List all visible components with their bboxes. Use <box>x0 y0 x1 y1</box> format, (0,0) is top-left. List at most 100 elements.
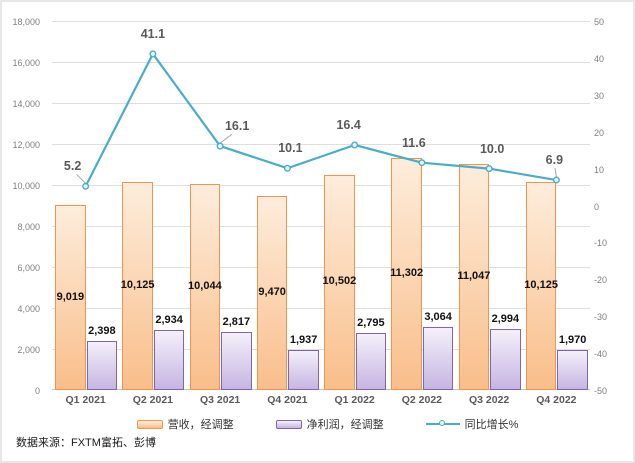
right-axis-tick-label: 0 <box>594 201 600 212</box>
revenue-legend-swatch-icon <box>136 419 163 429</box>
plot-area: 9,019 10,125 10,044 9,470 10,502 11,302 11,047… <box>52 21 590 390</box>
revenue-value-label: 10,502 <box>322 275 357 288</box>
right-axis-tick-label: -20 <box>594 275 608 286</box>
revenue-bar <box>122 182 153 390</box>
left-axis-tick-label: 10,000 <box>12 181 40 191</box>
revenue-bar <box>324 174 355 390</box>
legend-label-net-profit: 净利润，经调整 <box>306 419 384 431</box>
net-profit-value-label: 1,970 <box>558 333 587 346</box>
net-profit-bar <box>288 350 319 390</box>
net-profit-legend-swatch-icon <box>275 419 302 429</box>
right-axis-tick-label: -40 <box>594 349 608 360</box>
net-profit-value-label: 1,937 <box>289 334 318 347</box>
gridline <box>52 144 590 145</box>
net-profit-bar <box>422 327 454 390</box>
net-profit-bar <box>221 332 252 390</box>
label-leader-line <box>219 133 233 144</box>
legend: 营收，经调整 净利润，经调整 同比增长% <box>62 416 593 432</box>
gridline <box>52 349 590 350</box>
growth-value-label: 11.6 <box>402 135 426 150</box>
revenue-bar <box>391 158 422 390</box>
growth-line-chart <box>76 50 560 190</box>
right-axis-tick-label: -10 <box>594 238 608 249</box>
right-axis-tick-label: 30 <box>594 90 605 101</box>
growth-value-label: 6.9 <box>545 153 564 168</box>
right-axis-tick-label: -50 <box>594 386 608 396</box>
revenue-value-label: 9,470 <box>258 285 286 298</box>
revenue-bar <box>256 195 288 390</box>
left-axis-tick-label: 8,000 <box>17 222 40 232</box>
net-profit-value-label: 3,064 <box>424 311 452 324</box>
revenue-bar <box>525 182 557 390</box>
growth-point-marker <box>418 159 426 167</box>
gridline <box>52 267 590 268</box>
right-axis-tick-label: 20 <box>594 127 605 138</box>
source-note: 数据来源：FXTM富拓、彭博 <box>16 437 156 449</box>
growth-value-label: 41.1 <box>140 26 166 41</box>
x-axis-category-label: Q2 2022 <box>401 394 443 406</box>
revenue-value-label: 10,125 <box>524 279 558 292</box>
growth-value-label: 5.2 <box>63 159 82 174</box>
left-axis-tick-label: 6,000 <box>17 263 40 273</box>
net-profit-bar <box>557 349 588 390</box>
gridline <box>52 62 590 63</box>
growth-value-label: 16.4 <box>336 117 361 132</box>
left-axis-tick-label: 0 <box>34 386 40 396</box>
left-axis-tick-label: 12,000 <box>12 140 40 150</box>
revenue-bar <box>458 163 490 390</box>
revenue-value-label: 11,047 <box>457 269 491 282</box>
x-axis-category-label: Q1 2021 <box>65 394 106 406</box>
net-profit-value-label: 2,994 <box>491 312 520 325</box>
gridline <box>52 185 590 186</box>
growth-line-legend-icon <box>425 419 460 429</box>
gridline <box>52 308 590 309</box>
right-axis-tick-label: 40 <box>594 53 605 64</box>
legend-label-revenue: 营收，经调整 <box>167 419 234 431</box>
x-axis-category-label: Q1 2022 <box>334 394 375 406</box>
net-profit-value-label: 2,398 <box>88 324 116 337</box>
legend-label-growth: 同比增长% <box>464 419 519 431</box>
growth-line <box>84 52 557 187</box>
x-axis-category-label: Q3 2022 <box>468 394 510 406</box>
growth-point-marker <box>216 142 224 150</box>
revenue-value-label: 9,019 <box>56 290 85 303</box>
right-axis-tick-label: -30 <box>594 312 608 323</box>
net-profit-value-label: 2,795 <box>357 316 385 329</box>
x-axis-category-label: Q4 2022 <box>536 394 577 406</box>
revenue-value-label: 10,044 <box>188 280 222 293</box>
revenue-value-label: 11,302 <box>390 267 424 280</box>
gridline <box>52 103 590 104</box>
net-profit-bar <box>86 340 118 390</box>
left-axis-tick-label: 16,000 <box>12 58 40 68</box>
growth-point-marker <box>552 176 560 184</box>
growth-point-marker <box>149 50 157 58</box>
revenue-bar <box>55 205 86 390</box>
growth-point-marker <box>82 182 90 190</box>
legend-item-revenue: 营收，经调整 <box>136 416 234 432</box>
net-profit-bar <box>153 329 185 390</box>
gridline <box>52 21 590 22</box>
left-axis-tick-label: 4,000 <box>17 304 40 314</box>
right-axis-tick-label: 50 <box>594 17 605 27</box>
gridline <box>52 389 590 390</box>
label-leader-line <box>554 167 557 178</box>
growth-value-label: 16.1 <box>224 119 250 134</box>
net-profit-bar <box>490 328 521 390</box>
growth-point-marker <box>283 164 291 172</box>
x-axis-category-label: Q4 2021 <box>267 394 308 406</box>
left-axis-tick-label: 14,000 <box>12 99 40 109</box>
growth-value-label: 10.1 <box>278 141 303 156</box>
growth-point-marker <box>485 165 493 173</box>
left-axis-tick-label: 2,000 <box>17 345 40 355</box>
growth-point-marker <box>351 141 359 149</box>
net-profit-value-label: 2,817 <box>222 316 251 329</box>
gridline <box>52 226 590 227</box>
net-profit-bar <box>355 332 387 390</box>
growth-value-label: 10.0 <box>479 141 505 156</box>
x-axis-category-label: Q3 2021 <box>199 394 241 406</box>
legend-item-net-profit: 净利润，经调整 <box>275 416 384 432</box>
legend-item-growth: 同比增长% <box>425 416 519 432</box>
left-axis-tick-label: 18,000 <box>12 17 40 27</box>
right-axis-tick-label: 10 <box>594 164 605 175</box>
